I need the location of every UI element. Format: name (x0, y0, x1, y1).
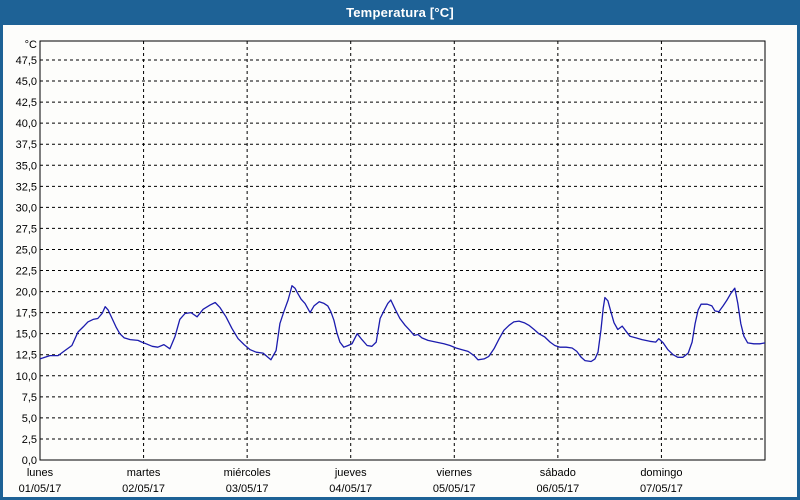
y-tick-label: 37,5 (16, 139, 37, 151)
window-title: Temperatura [°C] (346, 5, 454, 20)
x-day-label: jueves (334, 467, 367, 479)
x-day-label: viernes (437, 467, 473, 479)
x-date-label: 03/05/17 (226, 483, 269, 495)
y-tick-label: 12,5 (16, 350, 37, 362)
x-date-label: 01/05/17 (19, 483, 62, 495)
y-tick-label: 42,5 (16, 97, 37, 109)
y-tick-label: 7,5 (22, 392, 37, 404)
x-day-label: miércoles (224, 467, 272, 479)
y-tick-label: 17,5 (16, 308, 37, 320)
temperature-chart: 0,0 2,5 5,0 7,5 10,0 12,5 15,0 17,5 20,0 22,5 25,0… (16, 39, 766, 495)
y-tick-label: 5,0 (22, 413, 37, 425)
y-tick-label: 32,5 (16, 181, 37, 193)
x-day-label: lunes (27, 467, 54, 479)
temperature-line (39, 285, 766, 363)
title-bar: Temperatura [°C] (3, 0, 797, 25)
y-tick-label: 47,5 (16, 55, 37, 67)
y-tick-label: 27,5 (16, 223, 37, 235)
x-date-label: 04/05/17 (329, 483, 372, 495)
x-date-label: 06/05/17 (536, 483, 579, 495)
y-tick-label: 35,0 (16, 160, 37, 172)
x-day-label: sábado (540, 467, 576, 479)
y-tick-label: 45,0 (16, 76, 37, 88)
x-day-label: martes (127, 467, 161, 479)
y-axis-unit: °C (25, 39, 37, 51)
y-tick-label: 40,0 (16, 118, 37, 130)
y-tick-label: 30,0 (16, 202, 37, 214)
y-tick-label: 2,5 (22, 434, 37, 446)
y-tick-label: 25,0 (16, 244, 37, 256)
y-tick-label: 15,0 (16, 329, 37, 341)
x-date-label: 05/05/17 (433, 483, 476, 495)
plot-border (39, 40, 766, 461)
y-tick-label: 22,5 (16, 266, 37, 278)
y-tick-label: 20,0 (16, 287, 37, 299)
y-tick-label: 10,0 (16, 371, 37, 383)
x-date-label: 02/05/17 (122, 483, 165, 495)
chart-canvas: 0,0 2,5 5,0 7,5 10,0 12,5 15,0 17,5 20,0 22,5 25,0… (3, 25, 797, 497)
y-tick-label: 0,0 (22, 455, 37, 467)
x-date-label: 07/05/17 (640, 483, 683, 495)
x-day-label: domingo (640, 467, 682, 479)
